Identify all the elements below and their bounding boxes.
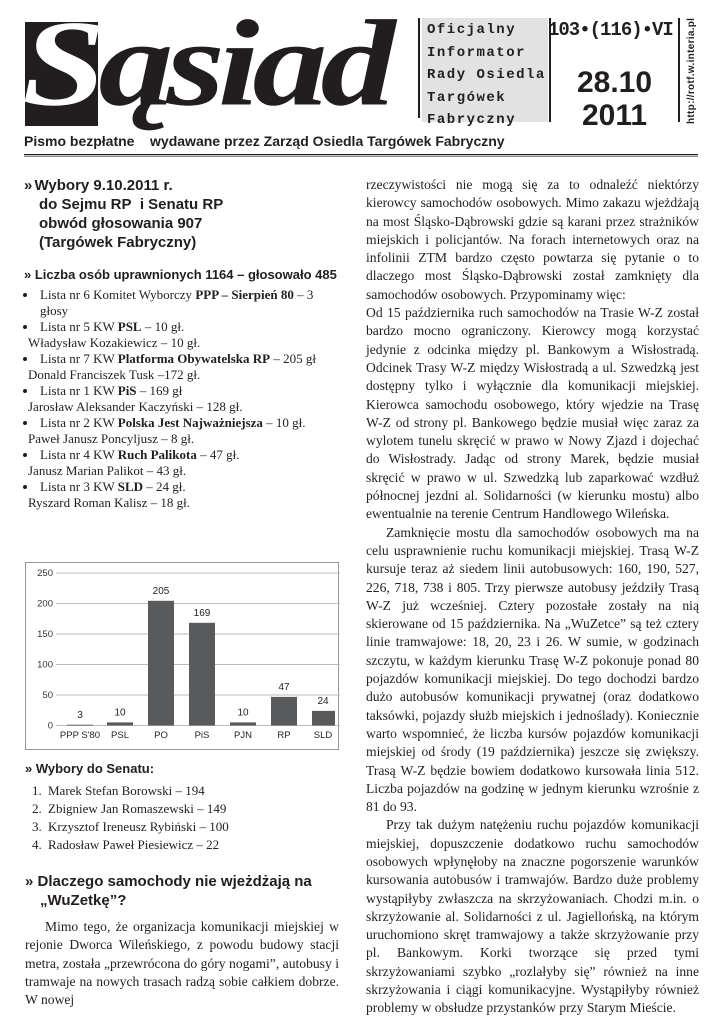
svg-text:100: 100 [37, 660, 53, 671]
svg-text:0: 0 [48, 721, 53, 732]
svg-text:200: 200 [37, 599, 53, 610]
svg-text:24: 24 [317, 696, 329, 707]
svg-text:205: 205 [153, 586, 170, 597]
svg-text:3: 3 [77, 710, 83, 721]
svg-text:PO: PO [154, 730, 168, 741]
svg-text:47: 47 [278, 682, 290, 693]
svg-text:PSL: PSL [111, 730, 129, 741]
svg-text:50: 50 [42, 690, 53, 701]
svg-text:10: 10 [114, 707, 126, 718]
svg-text:SLD: SLD [314, 730, 333, 741]
svg-text:PiS: PiS [195, 730, 210, 741]
svg-text:PJN: PJN [234, 730, 252, 741]
svg-text:PPP S'80: PPP S'80 [60, 730, 100, 741]
svg-text:RP: RP [277, 730, 290, 741]
svg-text:10: 10 [237, 707, 249, 718]
svg-text:250: 250 [37, 568, 53, 579]
svg-text:169: 169 [194, 608, 211, 619]
svg-text:150: 150 [37, 629, 53, 640]
